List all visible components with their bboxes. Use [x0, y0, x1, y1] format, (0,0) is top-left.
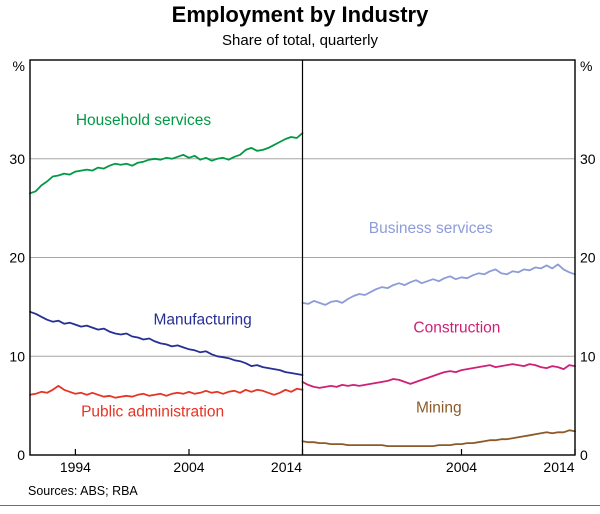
y-tick-label-right: 20: [580, 250, 596, 266]
series-label-household-services: Household services: [76, 112, 212, 129]
series-label-construction: Construction: [413, 320, 500, 337]
chart-subtitle: Share of total, quarterly: [222, 32, 378, 49]
series-label-public-administration: Public administration: [81, 404, 224, 421]
x-tick-label: 2014: [271, 459, 302, 475]
series-label-manufacturing: Manufacturing: [153, 312, 251, 329]
bottom-rule: [0, 505, 600, 506]
y-unit-label-right: %: [580, 58, 592, 74]
chart-sources: Sources: ABS; RBA: [28, 484, 138, 498]
y-unit-label-left: %: [13, 58, 25, 74]
chart-title: Employment by Industry: [171, 2, 429, 27]
series-line-business-services: [301, 263, 576, 306]
y-tick-label-right: 30: [580, 151, 596, 167]
x-tick-label: 2004: [173, 459, 204, 475]
series-line-manufacturing: [29, 310, 304, 376]
x-tick-label: 1994: [60, 459, 91, 475]
y-tick-label-left: 20: [9, 250, 25, 266]
series-label-business-services: Business services: [369, 220, 493, 237]
y-tick-label-left: 30: [9, 151, 25, 167]
series-label-mining: Mining: [416, 400, 462, 417]
y-tick-label-right: 10: [580, 348, 596, 364]
y-tick-label-left: 0: [17, 447, 25, 463]
x-tick-label: 2004: [446, 459, 477, 475]
y-tick-label-left: 10: [9, 348, 25, 364]
series-line-construction: [301, 363, 576, 389]
series-line-household-services: [29, 132, 304, 195]
x-tick-label: 2014: [543, 459, 574, 475]
y-tick-label-right: 0: [580, 447, 588, 463]
plot-border: [29, 59, 576, 456]
series-line-mining: [301, 429, 576, 448]
series-line-public-administration: [29, 384, 304, 399]
